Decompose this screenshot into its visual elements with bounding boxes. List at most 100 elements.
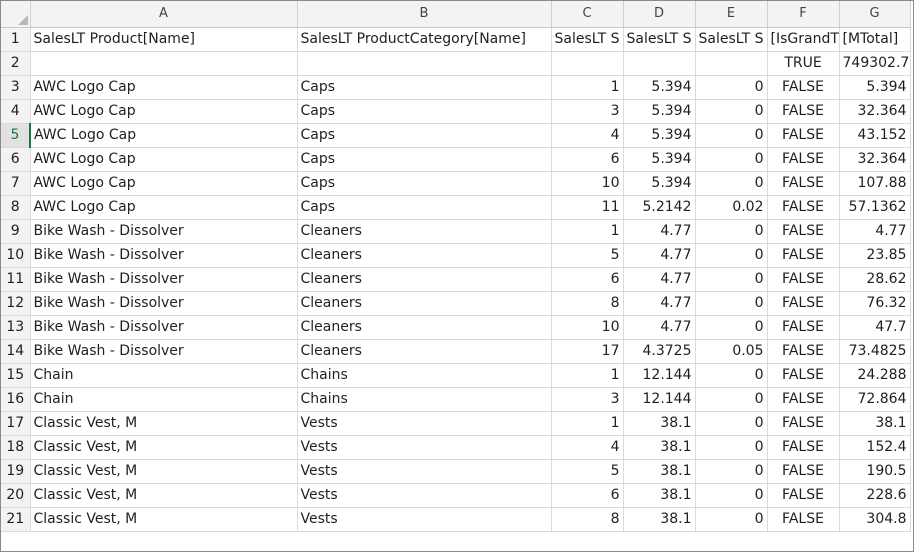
cell-f2[interactable]: TRUE bbox=[767, 51, 840, 76]
cell-f20[interactable]: FALSE bbox=[767, 483, 840, 508]
select-all-button[interactable] bbox=[1, 1, 31, 28]
cell-g6[interactable]: 32.364 bbox=[839, 147, 911, 172]
cell-b1[interactable]: SalesLT ProductCategory[Name] bbox=[297, 27, 552, 52]
column-header-b[interactable]: B bbox=[297, 1, 552, 28]
cell-e8[interactable]: 0.02 bbox=[695, 195, 768, 220]
cell-b3[interactable]: Caps bbox=[297, 75, 552, 100]
cell-f8[interactable]: FALSE bbox=[767, 195, 840, 220]
cell-d17[interactable]: 38.1 bbox=[623, 411, 696, 436]
cell-f18[interactable]: FALSE bbox=[767, 435, 840, 460]
cell-g3[interactable]: 5.394 bbox=[839, 75, 911, 100]
cell-c19[interactable]: 5 bbox=[551, 459, 624, 484]
cell-d5[interactable]: 5.394 bbox=[623, 123, 696, 148]
row-header[interactable]: 17 bbox=[1, 411, 31, 436]
cell-f16[interactable]: FALSE bbox=[767, 387, 840, 412]
cell-e9[interactable]: 0 bbox=[695, 219, 768, 244]
cell-c21[interactable]: 8 bbox=[551, 507, 624, 532]
cell-a21[interactable]: Classic Vest, M bbox=[30, 507, 298, 532]
row-header[interactable]: 5 bbox=[1, 123, 31, 148]
cell-e4[interactable]: 0 bbox=[695, 99, 768, 124]
row-header[interactable]: 3 bbox=[1, 75, 31, 100]
cell-f4[interactable]: FALSE bbox=[767, 99, 840, 124]
cell-g1[interactable]: [MTotal] bbox=[839, 27, 911, 52]
cell-a9[interactable]: Bike Wash - Dissolver bbox=[30, 219, 298, 244]
cell-b15[interactable]: Chains bbox=[297, 363, 552, 388]
cell-a20[interactable]: Classic Vest, M bbox=[30, 483, 298, 508]
cell-f3[interactable]: FALSE bbox=[767, 75, 840, 100]
cell-e13[interactable]: 0 bbox=[695, 315, 768, 340]
cell-b8[interactable]: Caps bbox=[297, 195, 552, 220]
column-header-e[interactable]: E bbox=[695, 1, 768, 28]
cell-b13[interactable]: Cleaners bbox=[297, 315, 552, 340]
cell-a4[interactable]: AWC Logo Cap bbox=[30, 99, 298, 124]
cell-c9[interactable]: 1 bbox=[551, 219, 624, 244]
cell-c6[interactable]: 6 bbox=[551, 147, 624, 172]
cell-f6[interactable]: FALSE bbox=[767, 147, 840, 172]
cell-g19[interactable]: 190.5 bbox=[839, 459, 911, 484]
cell-e16[interactable]: 0 bbox=[695, 387, 768, 412]
cell-c16[interactable]: 3 bbox=[551, 387, 624, 412]
cell-g17[interactable]: 38.1 bbox=[839, 411, 911, 436]
cell-b6[interactable]: Caps bbox=[297, 147, 552, 172]
cell-g21[interactable]: 304.8 bbox=[839, 507, 911, 532]
cell-b7[interactable]: Caps bbox=[297, 171, 552, 196]
column-header-f[interactable]: F bbox=[767, 1, 840, 28]
row-header[interactable]: 8 bbox=[1, 195, 31, 220]
cell-c17[interactable]: 1 bbox=[551, 411, 624, 436]
cell-d12[interactable]: 4.77 bbox=[623, 291, 696, 316]
cell-e11[interactable]: 0 bbox=[695, 267, 768, 292]
row-header[interactable]: 2 bbox=[1, 51, 31, 76]
cell-e12[interactable]: 0 bbox=[695, 291, 768, 316]
cell-a5[interactable]: AWC Logo Cap bbox=[30, 123, 298, 148]
row-header[interactable]: 20 bbox=[1, 483, 31, 508]
cell-a12[interactable]: Bike Wash - Dissolver bbox=[30, 291, 298, 316]
cell-a17[interactable]: Classic Vest, M bbox=[30, 411, 298, 436]
cell-g13[interactable]: 47.7 bbox=[839, 315, 911, 340]
cell-b4[interactable]: Caps bbox=[297, 99, 552, 124]
cell-d14[interactable]: 4.3725 bbox=[623, 339, 696, 364]
cell-b18[interactable]: Vests bbox=[297, 435, 552, 460]
cell-e15[interactable]: 0 bbox=[695, 363, 768, 388]
cell-c8[interactable]: 11 bbox=[551, 195, 624, 220]
cell-g15[interactable]: 24.288 bbox=[839, 363, 911, 388]
row-header[interactable]: 12 bbox=[1, 291, 31, 316]
cell-b12[interactable]: Cleaners bbox=[297, 291, 552, 316]
column-header-d[interactable]: D bbox=[623, 1, 696, 28]
cell-g9[interactable]: 4.77 bbox=[839, 219, 911, 244]
row-header[interactable]: 13 bbox=[1, 315, 31, 340]
cell-a16[interactable]: Chain bbox=[30, 387, 298, 412]
row-header[interactable]: 10 bbox=[1, 243, 31, 268]
cell-e7[interactable]: 0 bbox=[695, 171, 768, 196]
cell-g5[interactable]: 43.152 bbox=[839, 123, 911, 148]
cell-g10[interactable]: 23.85 bbox=[839, 243, 911, 268]
cell-f10[interactable]: FALSE bbox=[767, 243, 840, 268]
cell-e5[interactable]: 0 bbox=[695, 123, 768, 148]
cell-c5[interactable]: 4 bbox=[551, 123, 624, 148]
cell-f5[interactable]: FALSE bbox=[767, 123, 840, 148]
cell-b16[interactable]: Chains bbox=[297, 387, 552, 412]
cell-a15[interactable]: Chain bbox=[30, 363, 298, 388]
cell-a1[interactable]: SalesLT Product[Name] bbox=[30, 27, 298, 52]
cell-d10[interactable]: 4.77 bbox=[623, 243, 696, 268]
cell-c18[interactable]: 4 bbox=[551, 435, 624, 460]
cell-g11[interactable]: 28.62 bbox=[839, 267, 911, 292]
cell-a7[interactable]: AWC Logo Cap bbox=[30, 171, 298, 196]
cell-b5[interactable]: Caps bbox=[297, 123, 552, 148]
cell-e14[interactable]: 0.05 bbox=[695, 339, 768, 364]
cell-f1[interactable]: [IsGrandT bbox=[767, 27, 840, 52]
cell-f17[interactable]: FALSE bbox=[767, 411, 840, 436]
cell-d7[interactable]: 5.394 bbox=[623, 171, 696, 196]
cell-c11[interactable]: 6 bbox=[551, 267, 624, 292]
cell-d16[interactable]: 12.144 bbox=[623, 387, 696, 412]
cell-d3[interactable]: 5.394 bbox=[623, 75, 696, 100]
cell-a6[interactable]: AWC Logo Cap bbox=[30, 147, 298, 172]
cell-b19[interactable]: Vests bbox=[297, 459, 552, 484]
row-header[interactable]: 1 bbox=[1, 27, 31, 52]
cell-d2[interactable] bbox=[623, 51, 696, 76]
cell-g18[interactable]: 152.4 bbox=[839, 435, 911, 460]
cell-f14[interactable]: FALSE bbox=[767, 339, 840, 364]
cell-e1[interactable]: SalesLT S bbox=[695, 27, 768, 52]
cell-a19[interactable]: Classic Vest, M bbox=[30, 459, 298, 484]
cell-d15[interactable]: 12.144 bbox=[623, 363, 696, 388]
cell-b11[interactable]: Cleaners bbox=[297, 267, 552, 292]
